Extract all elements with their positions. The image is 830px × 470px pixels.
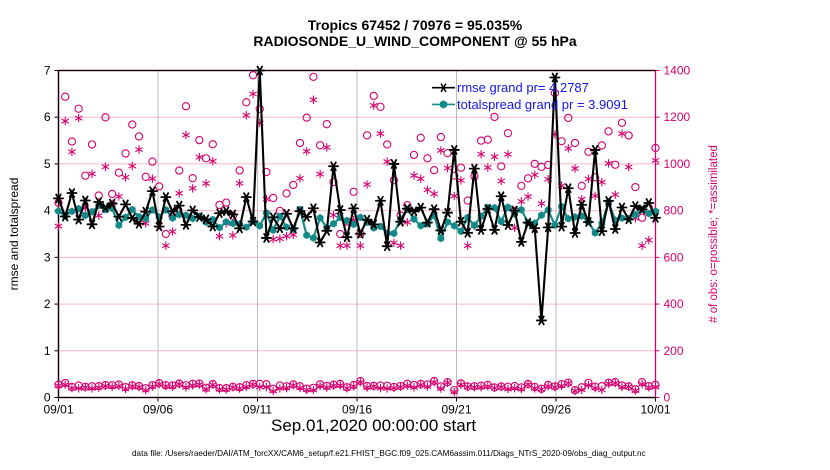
svg-text:09/26: 09/26 — [541, 403, 571, 417]
svg-text:5: 5 — [44, 157, 51, 171]
svg-text:200: 200 — [664, 344, 684, 358]
svg-text:09/11: 09/11 — [243, 403, 272, 417]
svg-text:# of obs: o=possible; *=assimi: # of obs: o=possible; *=assimilated — [708, 145, 720, 323]
svg-text:09/16: 09/16 — [342, 403, 372, 417]
svg-text:3: 3 — [44, 250, 51, 264]
svg-text:2: 2 — [44, 297, 51, 311]
svg-text:1200: 1200 — [664, 110, 691, 124]
svg-text:10/01: 10/01 — [640, 403, 670, 417]
svg-text:totalspread grand pr = 3.9091: totalspread grand pr = 3.9091 — [457, 97, 628, 112]
svg-text:800: 800 — [664, 204, 684, 218]
svg-text:4: 4 — [44, 204, 51, 218]
svg-text:1400: 1400 — [664, 64, 691, 78]
svg-text:600: 600 — [664, 250, 684, 264]
svg-text:6: 6 — [44, 110, 51, 124]
svg-text:rmse grand pr= 4.2787: rmse grand pr= 4.2787 — [457, 80, 589, 95]
svg-text:1: 1 — [44, 344, 51, 358]
svg-text:rmse and totalspread: rmse and totalspread — [7, 178, 21, 291]
svg-text:09/06: 09/06 — [143, 403, 173, 417]
svg-text:7: 7 — [44, 64, 51, 78]
svg-text:09/01: 09/01 — [43, 403, 73, 417]
svg-text:09/21: 09/21 — [441, 403, 471, 417]
svg-text:1000: 1000 — [664, 157, 691, 171]
svg-text:400: 400 — [664, 297, 684, 311]
